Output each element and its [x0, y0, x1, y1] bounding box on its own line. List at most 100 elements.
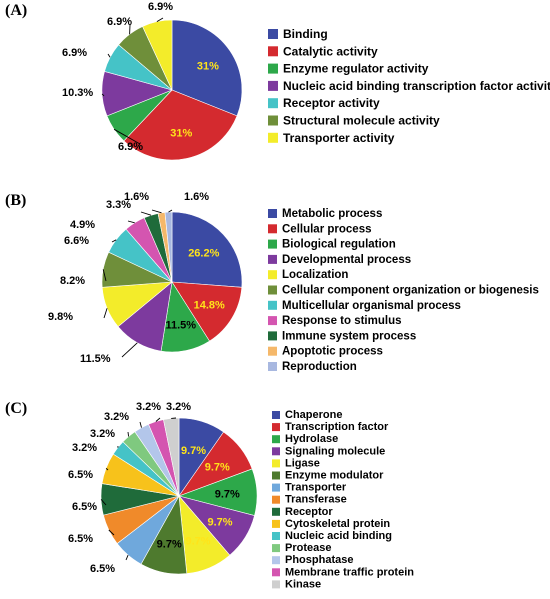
legend-label-transporter-activity: Transporter activity: [283, 131, 395, 145]
legend-swatch-developmental-process: [268, 254, 277, 264]
pie-slice-catalytic-activity: [123, 89, 238, 161]
legend-swatch-metabolic-process: [268, 209, 277, 218]
data-label-nucleic-acid-binding: 3.2%: [72, 442, 97, 454]
data-label-response-to-stimulus: 4.9%: [70, 219, 95, 231]
legend-swatch-reproduction: [268, 362, 277, 371]
legend-label-biological-regulation: Biological regulation: [282, 239, 396, 251]
leader-line: [139, 421, 142, 428]
legend-swatch-cellular-component-organization-or-biogenesis: [268, 285, 277, 295]
legend-label-transcription-factor: Transcription factor: [285, 421, 389, 433]
legend-label-receptor-activity: Receptor activity: [283, 96, 380, 110]
legend-label-developmental-process: Developmental process: [282, 254, 411, 266]
data-label-receptor: 6.5%: [72, 501, 97, 513]
legend-swatch-kinase: [272, 580, 280, 589]
data-label-enzyme-regulator-activity: 6.9%: [118, 141, 143, 153]
data-label-catalytic-activity: 31%: [170, 127, 192, 139]
legend-swatch-signaling-molecule: [272, 447, 280, 456]
data-label-phosphatase: 3.2%: [104, 411, 129, 423]
legend-swatch-structural-molecule-activity: [268, 115, 278, 126]
data-label-kinase: 3.2%: [166, 401, 191, 413]
leader-line: [125, 554, 129, 561]
leader-line: [107, 53, 111, 58]
leader-line: [168, 209, 173, 213]
leader-line: [151, 209, 162, 214]
leader-line: [127, 220, 135, 224]
legend-swatch-biological-regulation: [268, 239, 277, 249]
data-label-receptor-activity: 6.9%: [62, 47, 87, 59]
data-label-cellular-process: 14.8%: [194, 299, 225, 311]
legend-label-hydrolase: Hydrolase: [285, 433, 338, 445]
legend-label-enzyme-regulator-activity: Enzyme regulator activity: [283, 62, 429, 76]
legend-swatch-phosphatase: [272, 556, 280, 565]
data-label-localization: 9.8%: [48, 311, 73, 323]
legend-label-metabolic-process: Metabolic process: [282, 208, 382, 220]
data-label-reproduction: 1.6%: [184, 191, 209, 203]
leader-line: [155, 417, 161, 422]
legend-label-phosphatase: Phosphatase: [285, 554, 353, 566]
pie-slice-transporter-activity: [142, 19, 173, 91]
legend-label-reproduction: Reproduction: [282, 361, 357, 373]
data-label-metabolic-process: 26.2%: [188, 248, 219, 260]
legend-label-localization: Localization: [282, 269, 348, 281]
data-label-transporter: 6.5%: [90, 563, 115, 575]
leader-line: [127, 431, 130, 437]
leader-line: [102, 269, 107, 282]
data-label-nucleic-acid-binding-transcription-factor-activity: 10.3%: [62, 87, 93, 99]
data-label-cytoskeletal-protein: 6.5%: [68, 469, 93, 481]
pie-panel-a: (A) 31% 31% 6.9% 10.3% 6.9% 6.9% 6.9% Binding Cat…: [5, 1, 550, 161]
legend-swatch-receptor: [272, 507, 280, 516]
legend-label-cellular-component-organization-or-biogenesis: Cellular component organization or bioge…: [282, 285, 539, 297]
data-label-binding: 31%: [197, 61, 219, 73]
pie-slice-binding: [171, 19, 243, 117]
data-label-immune-system-process: 3.3%: [106, 199, 131, 211]
legend-label-cytoskeletal-protein: Cytoskeletal protein: [285, 518, 390, 530]
legend-swatch-chaperone: [272, 411, 280, 419]
pie-slice-metabolic-process: [171, 211, 243, 288]
legend-swatch-nucleic-acid-binding: [272, 532, 280, 540]
legend-label-transferase: Transferase: [285, 494, 347, 506]
legend-label-nucleic-acid-binding: Nucleic acid binding: [285, 530, 392, 542]
legend-swatch-cytoskeletal-protein: [272, 519, 280, 528]
data-label-hydrolase: 9.7%: [215, 489, 240, 501]
legend-label-chaperone: Chaperone: [285, 409, 342, 421]
data-label-cellular-component-organization-or-biogenesis: 8.2%: [60, 275, 85, 287]
legend-label-multicellular-organismal-process: Multicellular organismal process: [282, 300, 461, 312]
data-label-chaperone: 9.7%: [181, 445, 206, 457]
legend-swatch-transporter-activity: [268, 132, 278, 143]
legend-swatch-multicellular-organismal-process: [268, 300, 277, 310]
data-label-ligase: 9.7%: [185, 536, 210, 548]
leader-line: [105, 467, 109, 471]
data-label-signaling-molecule: 9.7%: [207, 517, 232, 529]
legend-label-structural-molecule-activity: Structural molecule activity: [283, 114, 440, 128]
legend-label-catalytic-activity: Catalytic activity: [283, 44, 378, 58]
leader-line: [111, 239, 117, 243]
legend-swatch-transferase: [272, 495, 280, 504]
legend-swatch-apoptotic-process: [268, 346, 277, 356]
pie-slice-cellular-process: [171, 281, 243, 342]
legend-label-protease: Protease: [285, 542, 331, 554]
leader-line: [108, 529, 115, 536]
leader-line: [101, 93, 105, 97]
data-label-enzyme-modulator: 9.7%: [157, 538, 182, 550]
legend-label-apoptotic-process: Apoptotic process: [282, 346, 383, 358]
legend-label-receptor: Receptor: [285, 506, 333, 518]
data-label-transferase: 6.5%: [68, 533, 93, 545]
data-label-biological-regulation: 11.5%: [166, 320, 197, 332]
legend-label-ligase: Ligase: [285, 457, 320, 469]
data-label-protease: 3.2%: [90, 428, 115, 440]
data-label-multicellular-organismal-process: 6.6%: [64, 235, 89, 247]
leader-line: [113, 128, 141, 145]
legend-label-enzyme-modulator: Enzyme modulator: [285, 470, 384, 482]
leader-line: [156, 17, 164, 22]
legend-swatch-catalytic-activity: [268, 46, 278, 57]
data-label-apoptotic-process: 1.6%: [124, 191, 149, 203]
legend-swatch-enzyme-regulator-activity: [268, 63, 278, 74]
data-label-transcription-factor: 9.7%: [205, 461, 230, 473]
legend-label-membrane-traffic-protein: Membrane traffic protein: [285, 566, 414, 578]
pie-panel-c: (C)9.7%9.7%9.7%9.7%9.7%9.7%6.5%6.5%6.5%6…: [5, 400, 414, 590]
legend-swatch-nucleic-acid-binding-transcription-factor-activity: [268, 80, 278, 91]
legend-swatch-protease: [272, 544, 280, 553]
legend-swatch-cellular-process: [268, 224, 277, 234]
legend-label-signaling-molecule: Signaling molecule: [285, 445, 385, 457]
